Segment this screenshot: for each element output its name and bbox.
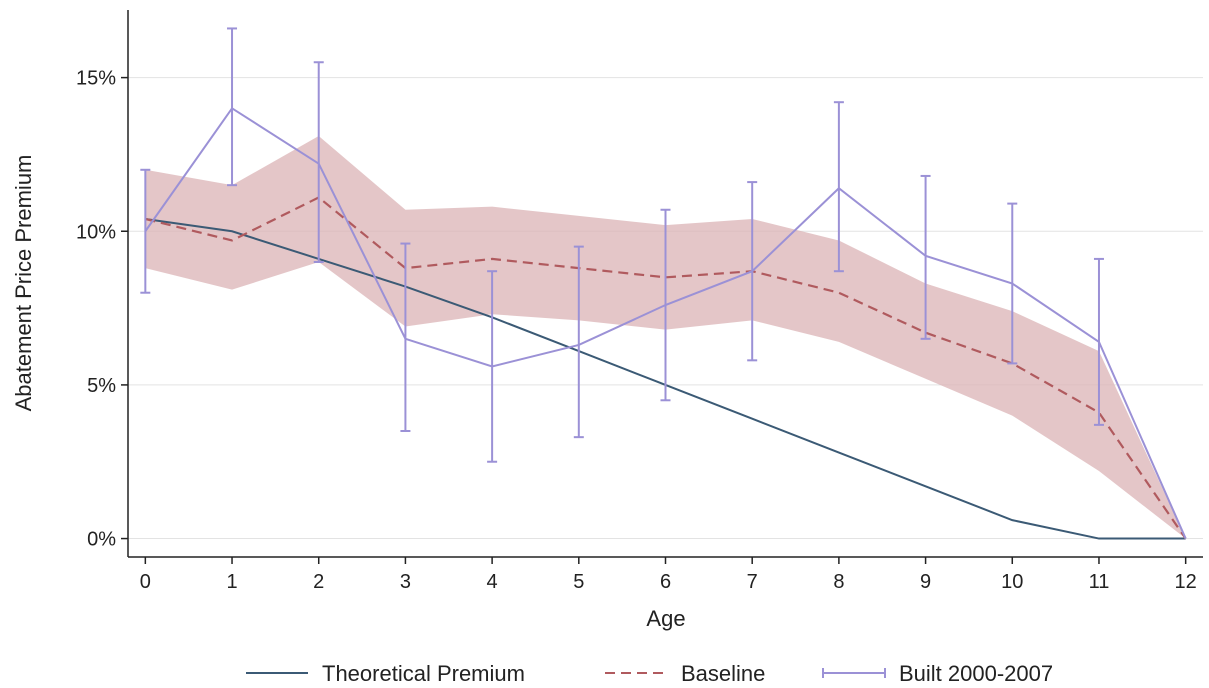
legend: Theoretical Premium Baseline Built 2000-20… bbox=[246, 661, 1053, 686]
legend-label-baseline: Baseline bbox=[681, 661, 765, 686]
legend-label-built-2000-2007: Built 2000-2007 bbox=[899, 661, 1053, 686]
y-tick-label-3: 15% bbox=[76, 68, 116, 90]
x-tick-label-11: 11 bbox=[1089, 571, 1110, 593]
x-tick-label-2: 2 bbox=[313, 571, 324, 593]
axes: 0%5%10%15%0 1 2 3 4 5 6 7 8 9 10 11 12 bbox=[76, 10, 1203, 593]
y-axis-title: Abatement Price Premium bbox=[11, 155, 36, 412]
x-tick-label-9: 9 bbox=[920, 571, 931, 593]
x-tick-label-10: 10 bbox=[1001, 571, 1023, 593]
x-tick-label-0: 0 bbox=[140, 571, 151, 593]
series-lines bbox=[140, 27, 1187, 540]
x-tick-label-3: 3 bbox=[400, 571, 411, 593]
y-tick-label-1: 5% bbox=[87, 375, 116, 397]
x-tick-label-7: 7 bbox=[747, 571, 758, 593]
x-tick-label-5: 5 bbox=[573, 571, 584, 593]
legend-label-theoretical-premium: Theoretical Premium bbox=[322, 661, 525, 686]
x-axis-title: Age bbox=[646, 606, 685, 631]
y-tick-label-2: 10% bbox=[76, 221, 116, 243]
y-tick-label-0: 0% bbox=[87, 529, 116, 551]
baseline-confidence-band bbox=[145, 135, 1186, 539]
x-tick-label-4: 4 bbox=[487, 571, 498, 593]
baseline-ci-area bbox=[145, 135, 1186, 539]
x-tick-label-8: 8 bbox=[833, 571, 844, 593]
x-tick-label-1: 1 bbox=[226, 571, 237, 593]
x-tick-label-6: 6 bbox=[660, 571, 671, 593]
x-tick-label-12: 12 bbox=[1175, 571, 1197, 593]
